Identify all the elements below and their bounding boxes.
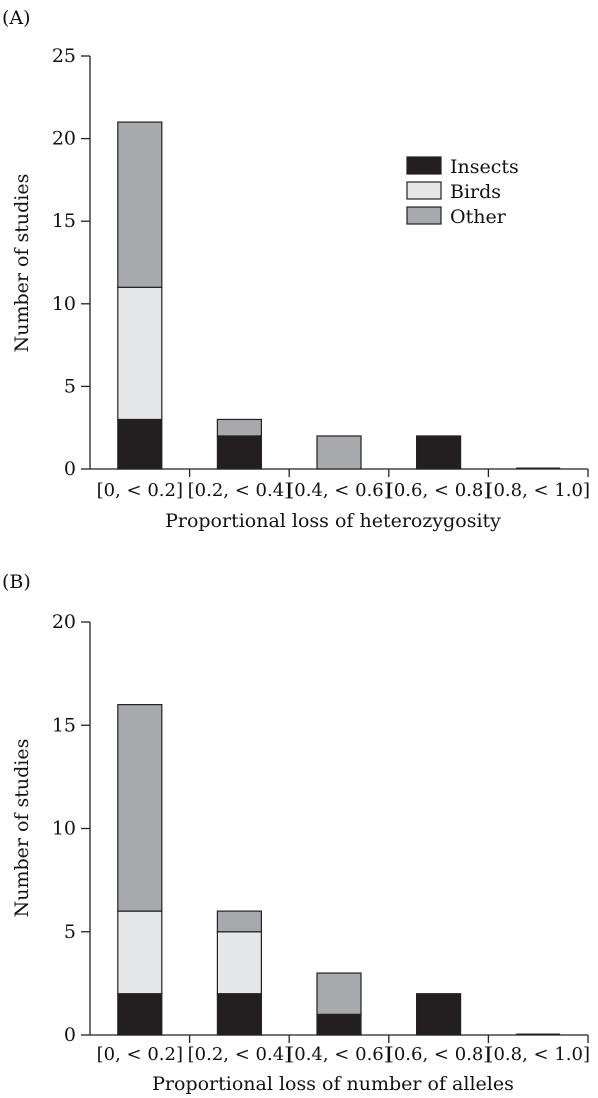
panel-a-bars <box>117 121 561 470</box>
panel-b-y-tick-label: 20 <box>52 611 76 633</box>
panel-a-bar-other <box>117 121 163 288</box>
panel-b-y-ticks: 0 5 10 15 20 <box>52 611 589 1046</box>
panel-b-y-tick-label: 10 <box>52 818 76 840</box>
panel-b-category-label: [0.2, < 0.4] <box>188 1044 292 1065</box>
panel-b-x-axis-title: Proportional loss of number of alleles <box>152 1073 514 1095</box>
legend-label-insects: Insects <box>450 156 519 178</box>
panel-a-bar-insects <box>117 418 163 470</box>
panel-b-y-tick-label: 5 <box>64 921 76 943</box>
panel-a-y-tick-label: 25 <box>52 45 76 67</box>
legend-swatch-insects <box>406 156 442 175</box>
panel-a-category-label: [0.8, < 1.0] <box>486 480 590 501</box>
panel-a-y-tick-label: 15 <box>52 210 76 232</box>
panel-a-y-tick-label: 20 <box>52 128 76 150</box>
panel-b-category-labels: [0, < 0.2] [0.2, < 0.4][0.4, < 0.6][0.6, … <box>97 1044 590 1065</box>
legend-label-birds: Birds <box>450 181 501 203</box>
legend: Insects Birds Other <box>406 156 519 228</box>
panel-b-y-tick-label: 0 <box>64 1024 76 1046</box>
panel-b-category-label: [0.6, < 0.8] <box>387 1044 491 1065</box>
panel-b-y-tick-label: 15 <box>52 714 76 736</box>
panel-b-bar-birds <box>117 910 163 995</box>
panel-a-y-tick-label: 10 <box>52 293 76 315</box>
panel-b-bar-other <box>216 910 262 933</box>
panel-a-category-label: [0.2, < 0.4] <box>188 480 292 501</box>
panel-b-category-label: [0, < 0.2] <box>97 1044 183 1065</box>
panel-a-bar-other <box>316 435 362 470</box>
legend-swatch-birds <box>406 181 442 200</box>
panel-a-label: (A) <box>2 7 31 29</box>
panel-a-y-ticks: 0 5 10 15 20 25 <box>52 45 589 480</box>
panel-b-bar-birds <box>216 931 262 995</box>
panel-b: (B) 0 5 10 15 20 [0, < 0.2] [0.2, < 0.4][0.4,… <box>2 571 590 1095</box>
panel-a-y-tick-label: 0 <box>64 458 76 480</box>
panel-a-y-tick-label: 5 <box>64 375 76 397</box>
panel-b-bar-zero <box>516 1033 561 1035</box>
panel-b-bar-insects <box>316 1013 362 1036</box>
legend-swatch-other <box>406 206 442 225</box>
panel-b-bar-insects <box>416 993 462 1036</box>
panel-b-category-label: [0.4, < 0.6] <box>287 1044 391 1065</box>
panel-a-x-axis-title: Proportional loss of heterozygosity <box>165 510 501 532</box>
legend-label-other: Other <box>450 206 507 228</box>
panel-a-category-label: [0.4, < 0.6] <box>287 480 391 501</box>
panel-a-bar-birds <box>117 286 163 421</box>
panel-a-bar-insects <box>216 435 262 470</box>
panel-b-y-axis-title: Number of studies <box>11 739 33 918</box>
panel-a-category-labels: [0, < 0.2] [0.2, < 0.4][0.4, < 0.6][0.6, … <box>97 480 590 501</box>
panel-b-bar-insects <box>216 993 262 1036</box>
panel-a-y-axis-title: Number of studies <box>11 174 33 353</box>
panel-b-label: (B) <box>2 571 31 593</box>
panel-b-bar-other <box>316 972 362 1015</box>
panel-a-category-label: [0, < 0.2] <box>97 480 183 501</box>
panel-b-bars <box>117 703 561 1036</box>
panel-b-bar-other <box>117 703 163 912</box>
panel-b-bar-insects <box>117 993 163 1036</box>
panel-a-bar-zero <box>516 467 561 469</box>
panel-a-bar-other <box>216 418 262 437</box>
panel-b-category-label: [0.8, < 1.0] <box>486 1044 590 1065</box>
panel-a-bar-insects <box>416 435 462 470</box>
panel-a-category-label: [0.6, < 0.8] <box>387 480 491 501</box>
